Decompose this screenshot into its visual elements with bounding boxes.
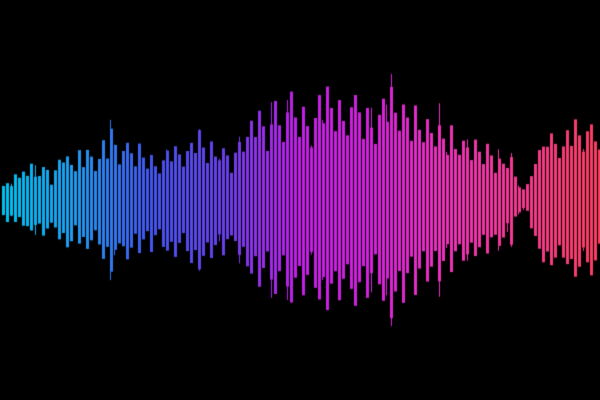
waveform-canvas: [0, 0, 600, 400]
waveform-visualization: [0, 0, 600, 400]
